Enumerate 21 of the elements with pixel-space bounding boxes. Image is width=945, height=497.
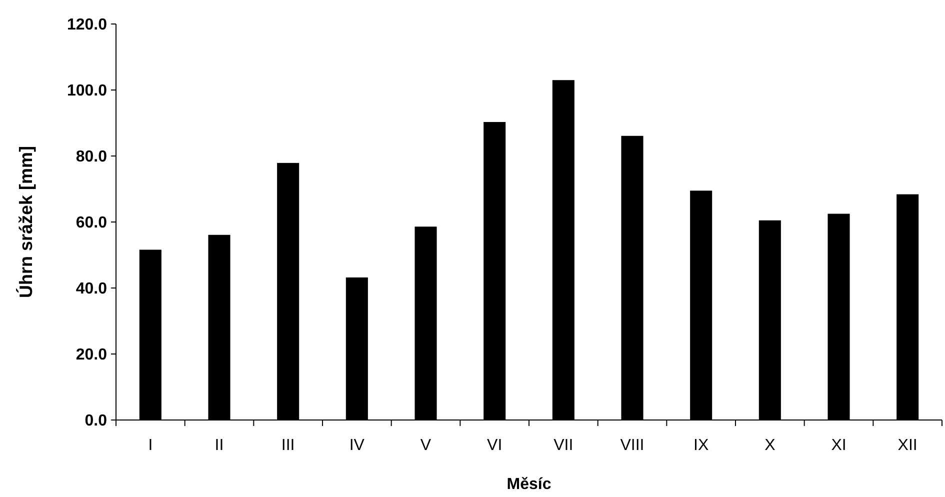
x-tick-label: XI <box>831 437 846 454</box>
y-tick-label: 20.0 <box>76 346 108 364</box>
y-tick-label: 40.0 <box>76 280 108 298</box>
x-tick-label: I <box>148 437 153 454</box>
y-tick-label: 100.0 <box>66 82 108 100</box>
x-tick-label: X <box>764 437 776 454</box>
x-tick-label: VI <box>487 437 502 454</box>
y-tick-label: 0.0 <box>84 412 108 430</box>
x-tick-label: IV <box>349 437 365 454</box>
y-tick-label: 60.0 <box>76 214 108 232</box>
y-tick-label: 80.0 <box>76 148 108 166</box>
x-tick-label: VIII <box>620 437 644 454</box>
x-tick-label: V <box>420 437 432 454</box>
x-axis-title: Měsíc <box>506 476 552 493</box>
y-tick-label: 120.0 <box>66 16 108 34</box>
x-tick-label: XII <box>898 437 918 454</box>
x-tick-label: IX <box>694 437 709 454</box>
x-tick-label: III <box>281 437 295 454</box>
x-tick-label: VII <box>554 437 574 454</box>
y-axis-title: Úhrn srážek [mm] <box>16 146 36 298</box>
x-tick-label: II <box>214 437 224 454</box>
